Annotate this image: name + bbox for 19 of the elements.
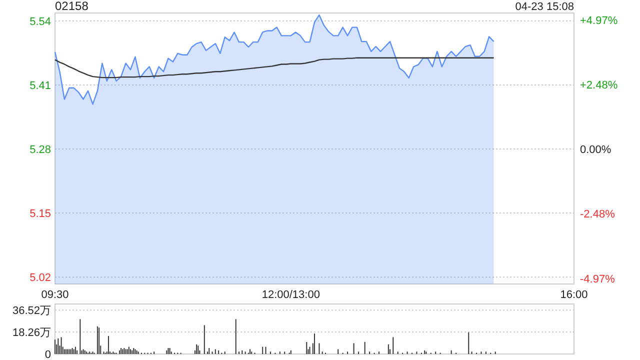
line-series xyxy=(54,57,494,78)
y2-tick-label: +2.48% xyxy=(580,80,618,92)
y2-tick-label: -4.97% xyxy=(580,273,616,286)
chart-title: 02158 xyxy=(55,0,89,13)
y-tick-label: 18.26万 xyxy=(12,327,51,340)
y2-tick-label: 0.00% xyxy=(580,144,612,156)
y-tick-label: 5.15 xyxy=(30,208,51,220)
y-tick-label: 0 xyxy=(44,349,51,360)
y2-tick-label: +4.97% xyxy=(580,14,618,27)
x-tick-label: 09:30 xyxy=(41,289,69,301)
y-tick-label: 5.41 xyxy=(30,80,51,92)
y-tick-label: 5.54 xyxy=(30,16,51,28)
y-tick-label: 36.52万 xyxy=(12,305,51,318)
y-tick-label: 5.28 xyxy=(30,144,51,156)
x-tick-label: 12:00/13:00 xyxy=(262,289,320,301)
text: 04-23 15:08 xyxy=(515,1,574,13)
y2-tick-label: -2.48% xyxy=(580,208,616,221)
x-tick-label: 16:00 xyxy=(560,289,588,301)
y-tick-label: 5.02 xyxy=(30,272,51,284)
